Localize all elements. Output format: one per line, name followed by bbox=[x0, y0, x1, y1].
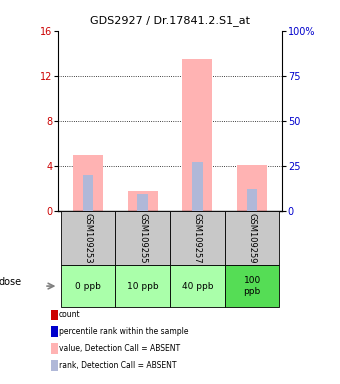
Text: dose: dose bbox=[0, 277, 22, 287]
Bar bbox=[137, 194, 148, 211]
Bar bbox=[128, 191, 158, 211]
Bar bbox=[83, 175, 93, 211]
Bar bbox=[225, 265, 279, 307]
Bar bbox=[237, 165, 267, 211]
Text: GSM109257: GSM109257 bbox=[193, 213, 202, 263]
Text: count: count bbox=[58, 310, 80, 319]
Text: percentile rank within the sample: percentile rank within the sample bbox=[58, 327, 188, 336]
Text: 0 ppb: 0 ppb bbox=[75, 281, 101, 291]
Bar bbox=[192, 162, 203, 211]
Bar bbox=[247, 189, 257, 211]
Bar bbox=[170, 265, 225, 307]
Bar bbox=[61, 211, 115, 265]
Text: rank, Detection Call = ABSENT: rank, Detection Call = ABSENT bbox=[58, 361, 176, 370]
Text: GSM109255: GSM109255 bbox=[138, 213, 147, 263]
Bar bbox=[61, 265, 115, 307]
Bar bbox=[182, 59, 212, 211]
Text: 100
ppb: 100 ppb bbox=[243, 276, 261, 296]
Text: value, Detection Call = ABSENT: value, Detection Call = ABSENT bbox=[58, 344, 180, 353]
Bar bbox=[225, 211, 279, 265]
Bar bbox=[115, 265, 170, 307]
Text: 10 ppb: 10 ppb bbox=[127, 281, 158, 291]
Text: 40 ppb: 40 ppb bbox=[182, 281, 213, 291]
Text: GDS2927 / Dr.17841.2.S1_at: GDS2927 / Dr.17841.2.S1_at bbox=[90, 15, 250, 26]
Bar bbox=[73, 155, 103, 211]
Text: GSM109253: GSM109253 bbox=[83, 213, 92, 263]
Bar bbox=[115, 211, 170, 265]
Bar bbox=[170, 211, 225, 265]
Text: GSM109259: GSM109259 bbox=[248, 213, 257, 263]
